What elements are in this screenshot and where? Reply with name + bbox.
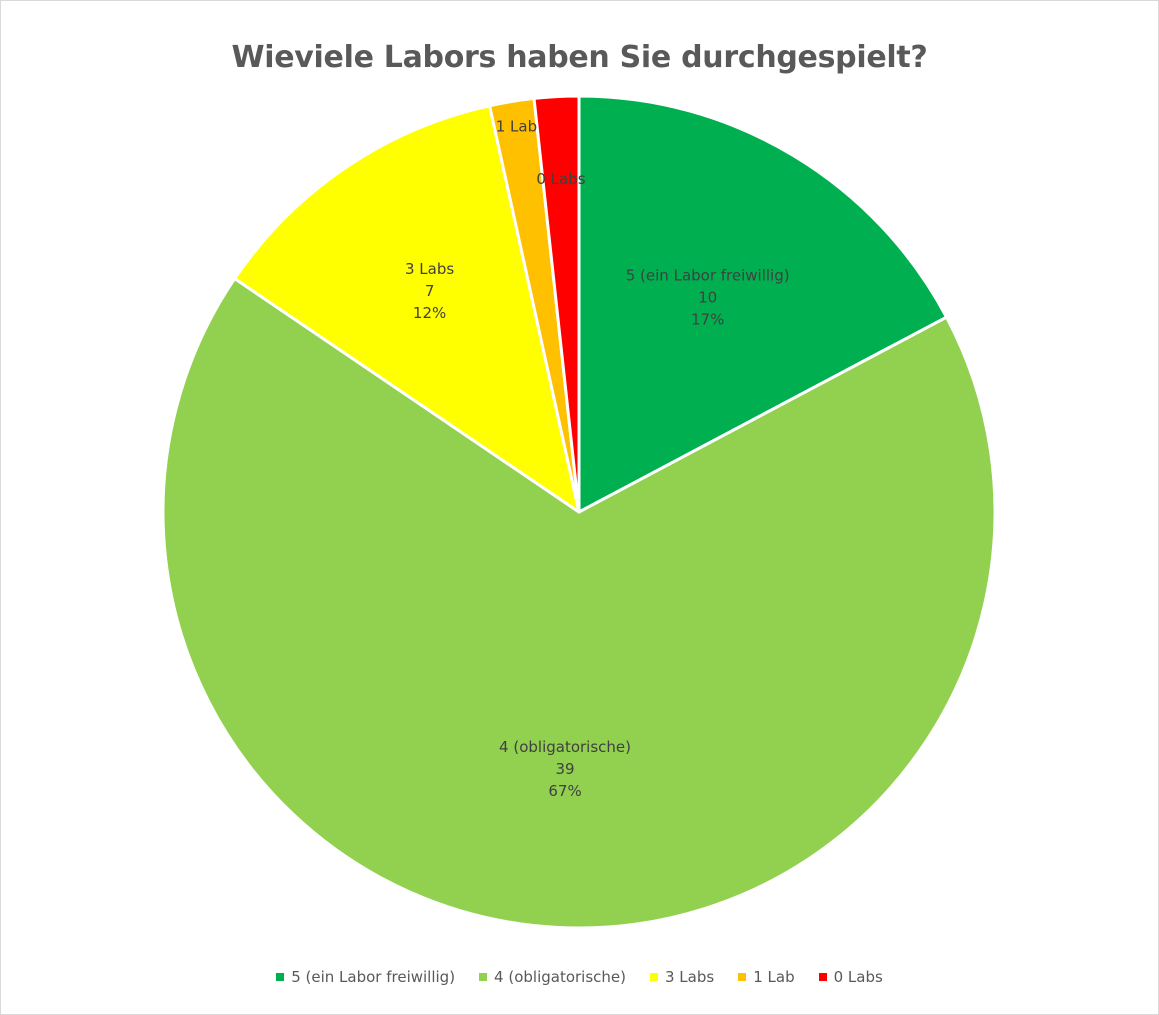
legend-label: 3 Labs	[665, 968, 715, 986]
slice-label-category: 1 Lab	[496, 118, 537, 136]
slice-label-0-labs: 0 Labs	[536, 170, 585, 188]
legend-swatch	[650, 973, 658, 981]
legend-item-5-ein-labor-freiwillig: 5 (ein Labor freiwillig)	[276, 968, 455, 986]
legend-swatch	[479, 973, 488, 981]
pie-slice-4-obligatorische	[161, 277, 997, 930]
slice-label-value: 39	[555, 760, 574, 778]
legend-item-0-labs: 0 Labs	[818, 968, 883, 986]
legend-label: 0 Labs	[833, 968, 883, 986]
slice-label-percent: 12%	[413, 304, 446, 322]
legend-item-3-labs: 3 Labs	[650, 968, 714, 986]
legend-item-4-obligatorische: 4 (obligatorische)	[479, 968, 626, 986]
legend-swatch	[276, 973, 285, 981]
slice-label-category: 0 Labs	[536, 170, 585, 188]
pie-slice-0-labs	[532, 94, 581, 514]
legend-swatch	[738, 973, 747, 981]
slice-label-value: 7	[425, 282, 435, 300]
slice-label-5-ein-labor-freiwillig: 5 (ein Labor freiwillig) 10 17%	[626, 267, 790, 329]
legend-label: 1 Lab	[753, 968, 795, 986]
slice-label-4-obligatorische: 4 (obligatorische) 39 67%	[499, 738, 631, 800]
slice-label-value: 10	[698, 289, 717, 307]
legend-label: 4 (obligatorische)	[494, 968, 626, 986]
legend-item-1-lab: 1 Lab	[738, 968, 795, 986]
pie-slice-5-ein-labor-freiwillig	[577, 94, 949, 514]
slice-label-category: 5 (ein Labor freiwillig)	[626, 267, 790, 285]
legend-swatch	[818, 973, 827, 981]
chart-legend: 5 (ein Labor freiwillig) 4 (obligatorisch…	[0, 968, 1159, 986]
slice-label-percent: 67%	[548, 782, 581, 800]
slice-label-1-lab: 1 Lab	[496, 118, 537, 136]
slice-label-percent: 17%	[691, 311, 724, 329]
slice-label-3-labs: 3 Labs 7 12%	[405, 260, 454, 322]
chart-title: Wieviele Labors haben Sie durchgespielt?	[231, 40, 928, 75]
pie-slice-3-labs	[233, 104, 581, 514]
slice-label-category: 3 Labs	[405, 260, 454, 278]
slice-label-category: 4 (obligatorische)	[499, 738, 631, 756]
legend-label: 5 (ein Labor freiwillig)	[291, 968, 456, 986]
